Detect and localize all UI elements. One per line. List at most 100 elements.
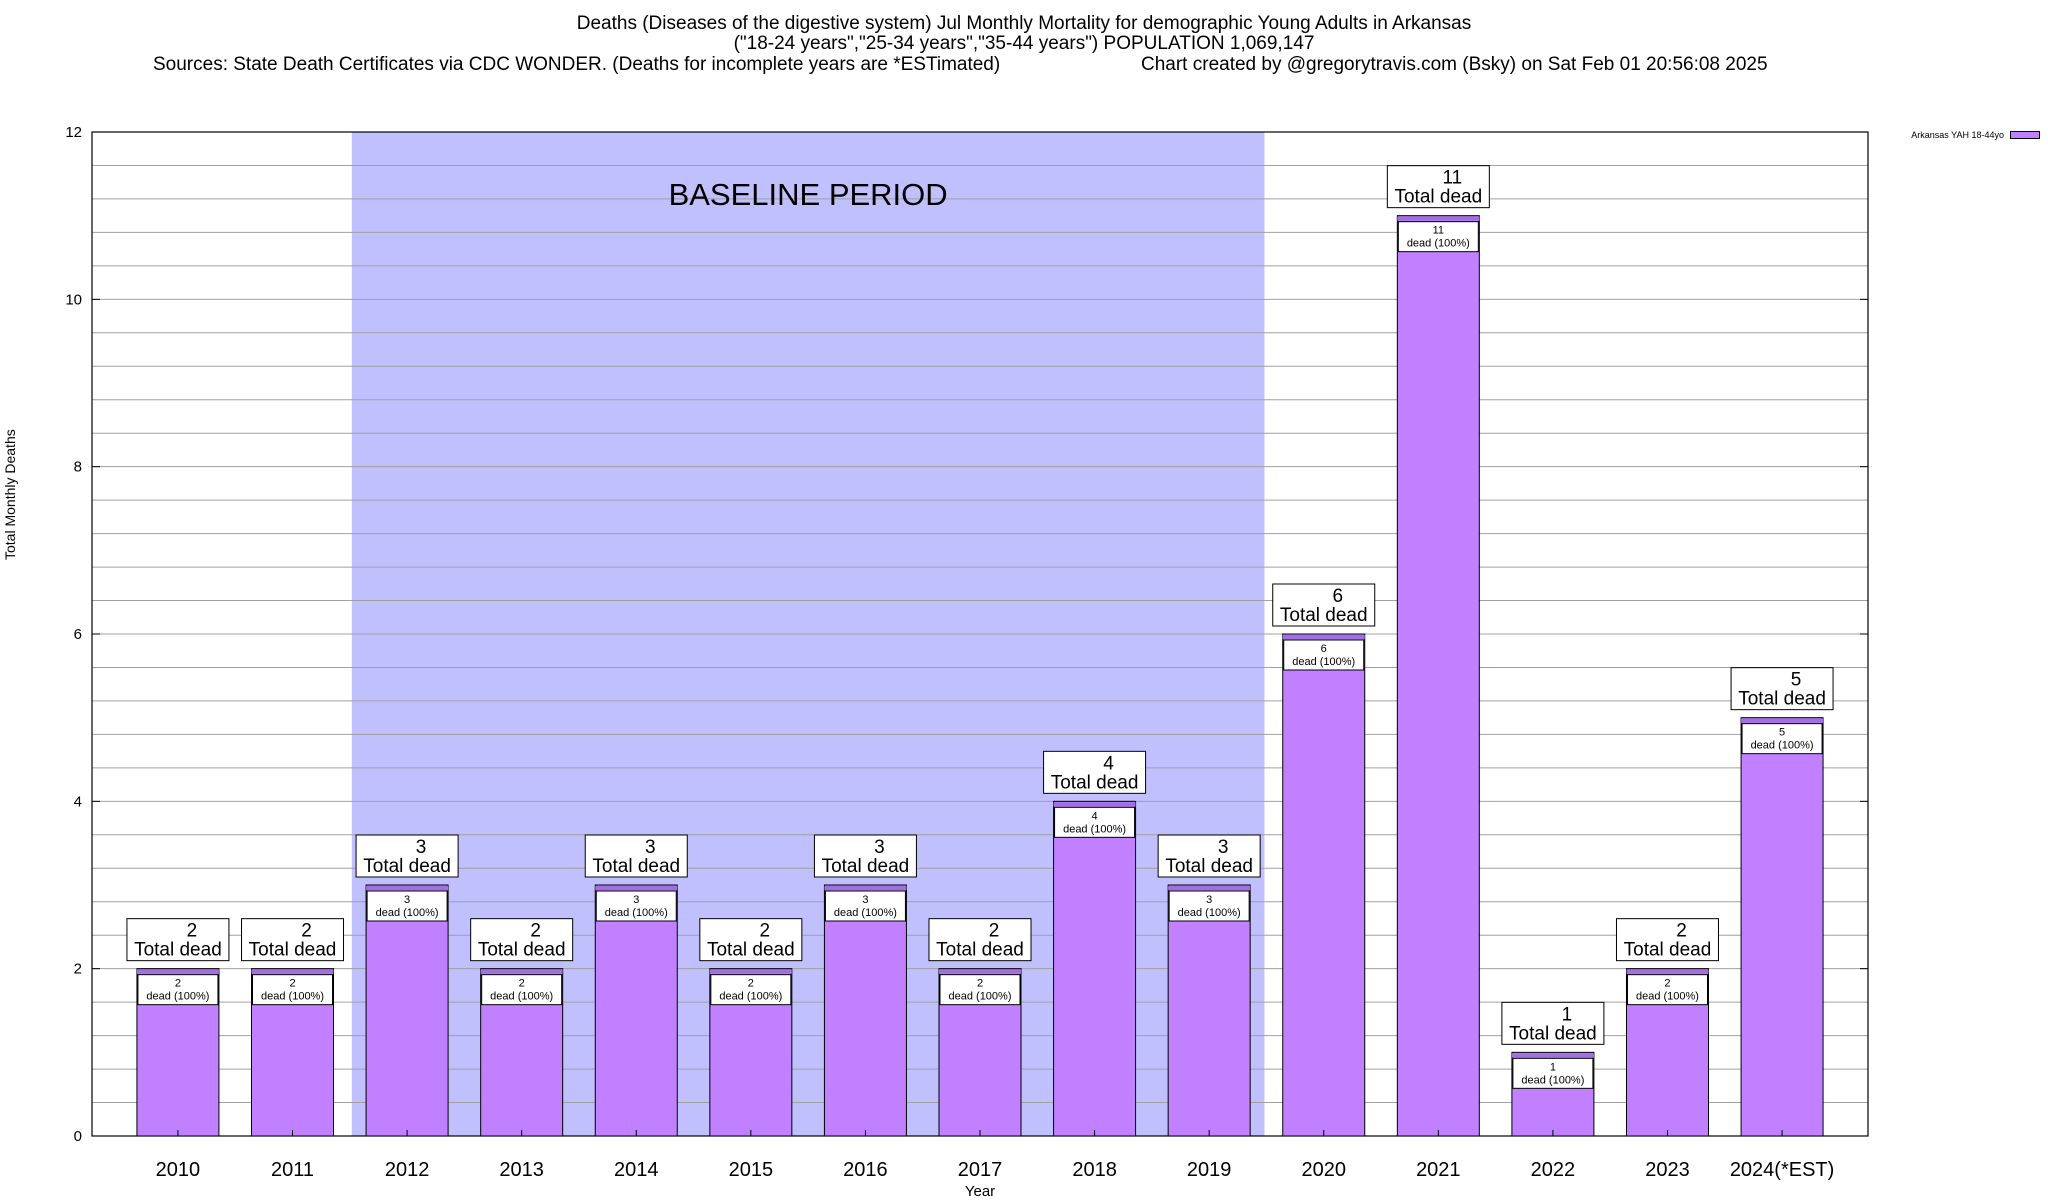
outer-label-box bbox=[813, 834, 917, 878]
inner-label-text: dead (100%) bbox=[1178, 907, 1241, 919]
inner-label-box bbox=[366, 890, 448, 922]
outer-label-value: 11 bbox=[1442, 168, 1462, 189]
inner-label-box bbox=[1054, 806, 1136, 838]
outer-label-text: Total dead bbox=[1624, 940, 1712, 961]
x-tick-label: 2017 bbox=[958, 1159, 1003, 1181]
outer-label-value: 5 bbox=[1791, 670, 1802, 691]
outer-label-box bbox=[126, 918, 230, 962]
inner-label-box bbox=[710, 974, 792, 1006]
inner-label-text: dead (100%) bbox=[146, 991, 209, 1003]
x-tick-label: 2018 bbox=[1072, 1159, 1117, 1181]
outer-label-value: 3 bbox=[1218, 837, 1229, 858]
outer-label-value: 3 bbox=[416, 837, 427, 858]
x-tick-label: 2010 bbox=[156, 1159, 201, 1181]
inner-label-text: dead (100%) bbox=[261, 991, 324, 1003]
inner-label-box bbox=[595, 890, 677, 922]
x-tick-label: 2014 bbox=[614, 1159, 659, 1181]
outer-label-box bbox=[1730, 667, 1834, 711]
legend-label: Arkansas YAH 18-44yo bbox=[1911, 130, 2004, 140]
inner-label-text: dead (100%) bbox=[719, 991, 782, 1003]
outer-label-box bbox=[584, 834, 688, 878]
inner-label-box bbox=[252, 974, 334, 1006]
legend: Arkansas YAH 18-44yo bbox=[1911, 130, 2040, 140]
chart-title: Deaths (Diseases of the digestive system… bbox=[0, 14, 2048, 54]
inner-label-box bbox=[1283, 639, 1365, 671]
bar bbox=[1167, 884, 1251, 1137]
inner-label-text: dead (100%) bbox=[1063, 823, 1126, 835]
inner-label-value: 2 bbox=[977, 978, 983, 990]
outer-label-box bbox=[1272, 583, 1376, 627]
x-tick-label: 2019 bbox=[1187, 1159, 1232, 1181]
inner-label-value: 3 bbox=[633, 894, 639, 906]
inner-label-text: dead (100%) bbox=[1636, 991, 1699, 1003]
outer-label-text: Total dead bbox=[1051, 772, 1139, 793]
legend-swatch bbox=[2010, 131, 2040, 139]
bar bbox=[594, 884, 678, 1137]
inner-label-box bbox=[1741, 723, 1823, 755]
title-line-2: ("18-24 years","25-34 years","35-44 year… bbox=[733, 33, 1315, 54]
inner-label-text: dead (100%) bbox=[376, 907, 439, 919]
inner-label-value: 5 bbox=[1779, 727, 1785, 739]
inner-label-value: 3 bbox=[862, 894, 868, 906]
outer-label-value: 4 bbox=[1103, 753, 1114, 774]
inner-label-value: 1 bbox=[1550, 1061, 1556, 1073]
inner-label-text: dead (100%) bbox=[490, 991, 553, 1003]
outer-label-box bbox=[1615, 918, 1719, 962]
y-tick-label: 6 bbox=[74, 626, 82, 643]
outer-label-text: Total dead bbox=[478, 940, 566, 961]
x-tick-label: 2024(*EST) bbox=[1730, 1159, 1835, 1181]
x-tick-label: 2023 bbox=[1645, 1159, 1690, 1181]
inner-label-text: dead (100%) bbox=[1292, 656, 1355, 668]
outer-label-box bbox=[1501, 1001, 1605, 1045]
outer-label-text: Total dead bbox=[1738, 689, 1826, 710]
inner-label-text: dead (100%) bbox=[949, 991, 1012, 1003]
x-tick-label: 2011 bbox=[271, 1159, 314, 1181]
inner-label-text: dead (100%) bbox=[1407, 238, 1470, 250]
inner-label-value: 2 bbox=[289, 978, 295, 990]
inner-label-box bbox=[1626, 974, 1708, 1006]
x-axis-label: Year bbox=[965, 1183, 995, 1200]
inner-label-text: dead (100%) bbox=[1521, 1074, 1584, 1086]
inner-label-value: 2 bbox=[748, 978, 754, 990]
y-tick-label: 10 bbox=[65, 291, 82, 308]
inner-label-value: 3 bbox=[1206, 894, 1212, 906]
inner-label-box bbox=[137, 974, 219, 1006]
outer-label-box bbox=[355, 834, 459, 878]
outer-label-text: Total dead bbox=[707, 940, 795, 961]
outer-label-value: 2 bbox=[760, 921, 771, 942]
y-tick-label: 8 bbox=[74, 459, 82, 476]
y-axis-label: Total Monthly Deaths bbox=[2, 429, 18, 560]
outer-label-box bbox=[1157, 834, 1261, 878]
outer-label-value: 2 bbox=[301, 921, 312, 942]
x-tick-label: 2013 bbox=[499, 1159, 544, 1181]
inner-label-box bbox=[481, 974, 563, 1006]
inner-label-value: 2 bbox=[519, 978, 525, 990]
inner-label-value: 2 bbox=[175, 978, 181, 990]
outer-label-box bbox=[470, 918, 574, 962]
outer-label-value: 2 bbox=[530, 921, 541, 942]
outer-label-value: 2 bbox=[989, 921, 1000, 942]
inner-label-text: dead (100%) bbox=[1751, 740, 1814, 752]
outer-label-box bbox=[1386, 165, 1490, 209]
outer-label-text: Total dead bbox=[1280, 605, 1368, 626]
baseline-label: BASELINE PERIOD bbox=[669, 177, 948, 212]
bar bbox=[365, 884, 449, 1137]
outer-label-text: Total dead bbox=[822, 856, 910, 877]
title-line-1: Deaths (Diseases of the digestive system… bbox=[576, 13, 1472, 34]
sources-note: Sources: State Death Certificates via CD… bbox=[153, 54, 1001, 75]
outer-label-text: Total dead bbox=[936, 940, 1024, 961]
inner-label-text: dead (100%) bbox=[834, 907, 897, 919]
outer-label-value: 2 bbox=[1676, 921, 1687, 942]
y-tick-label: 0 bbox=[74, 1128, 82, 1145]
inner-label-box bbox=[1397, 221, 1479, 253]
inner-label-box bbox=[1168, 890, 1250, 922]
outer-label-text: Total dead bbox=[592, 856, 680, 877]
bar bbox=[1282, 633, 1366, 1137]
outer-label-value: 3 bbox=[645, 837, 656, 858]
x-tick-label: 2012 bbox=[385, 1159, 430, 1181]
credit-note: Chart created by @gregorytravis.com (Bsk… bbox=[1141, 54, 1768, 75]
outer-label-text: Total dead bbox=[1165, 856, 1253, 877]
bar bbox=[823, 884, 907, 1137]
outer-label-box bbox=[241, 918, 345, 962]
inner-label-value: 2 bbox=[1664, 978, 1670, 990]
